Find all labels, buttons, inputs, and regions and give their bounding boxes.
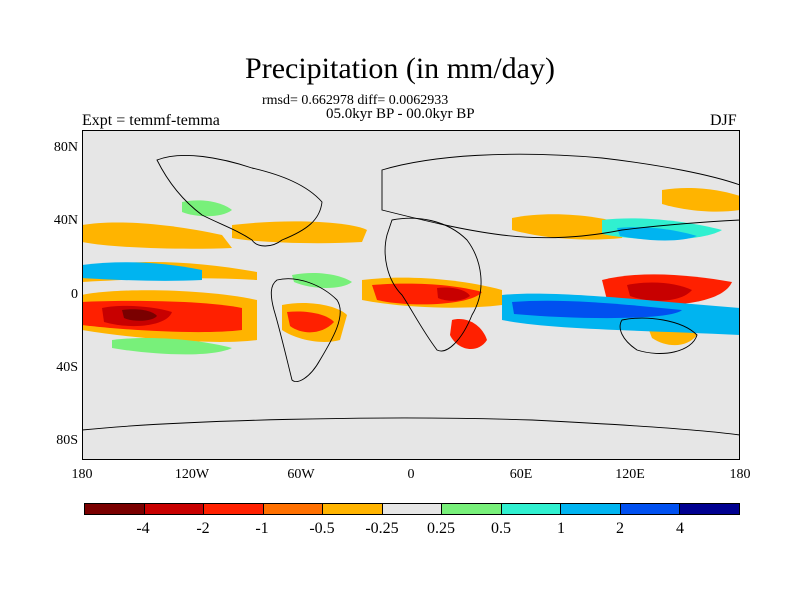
colorbar-label: 0.25	[427, 520, 455, 537]
season-label: DJF	[710, 112, 737, 129]
lat-label-80s: 80S	[56, 433, 78, 448]
lat-label-40n: 40N	[53, 213, 78, 228]
colorbar-box-3	[262, 503, 323, 515]
colorbar-box-0	[84, 503, 144, 515]
lon-label-60w: 60W	[287, 467, 315, 482]
colorbar-label: -4	[136, 520, 150, 537]
colorbar-label: -0.5	[309, 520, 335, 537]
colorbar-box-4	[322, 503, 382, 515]
lon-label-180w: 180	[71, 467, 93, 482]
lon-label-60e: 60E	[509, 467, 533, 482]
period-subtitle: 05.0kyr BP - 00.0kyr BP	[326, 106, 475, 122]
precipitation-map	[82, 130, 740, 460]
colorbar-box-7	[500, 503, 561, 515]
colorbar-label: -0.25	[365, 520, 399, 537]
colorbar-label: 1	[557, 520, 565, 537]
lat-label-40s: 40S	[56, 360, 78, 375]
anomaly-fields	[82, 187, 740, 355]
lon-label-180e: 180	[729, 467, 751, 482]
chart-title: Precipitation (in mm/day)	[245, 52, 555, 85]
lon-label-120e: 120E	[615, 467, 645, 482]
colorbar-box-5	[381, 503, 442, 515]
colorbar	[84, 503, 741, 515]
colorbar-box-10	[679, 503, 741, 515]
colorbar-box-1	[143, 503, 204, 515]
colorbar-label: 0.5	[491, 520, 511, 537]
coastlines	[82, 153, 740, 436]
lon-label-120w: 120W	[174, 467, 210, 482]
lat-label-0: 0	[71, 287, 78, 302]
stats-subtitle: rmsd= 0.662978 diff= 0.0062933	[262, 93, 449, 108]
colorbar-box-2	[203, 503, 263, 515]
colorbar-label: 2	[616, 520, 624, 537]
lat-label-80n: 80N	[53, 140, 78, 155]
colorbar-box-6	[441, 503, 501, 515]
colorbar-label: 4	[676, 520, 684, 537]
colorbar-label: -2	[196, 520, 210, 537]
experiment-label: Expt = temmf-temma	[82, 112, 220, 129]
colorbar-box-9	[619, 503, 680, 515]
colorbar-label: -1	[255, 520, 269, 537]
map-frame	[82, 130, 740, 460]
colorbar-box-8	[560, 503, 620, 515]
lon-label-0: 0	[407, 467, 415, 482]
